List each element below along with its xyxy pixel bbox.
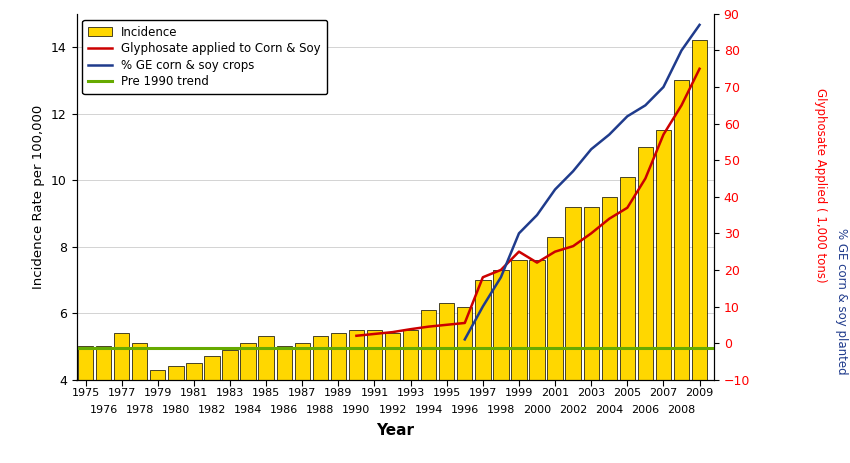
Legend: Incidence, Glyphosate applied to Corn & Soy, % GE corn & soy crops, Pre 1990 tre: Incidence, Glyphosate applied to Corn & … — [82, 20, 327, 94]
Text: % GE corn & soy planted: % GE corn & soy planted — [835, 228, 848, 374]
Bar — [367, 330, 382, 463]
Text: 1986: 1986 — [270, 405, 298, 415]
Text: 2008: 2008 — [667, 405, 695, 415]
Text: 2004: 2004 — [595, 405, 623, 415]
Text: 1978: 1978 — [126, 405, 154, 415]
Bar — [331, 333, 346, 463]
Bar — [674, 81, 689, 463]
Bar — [78, 346, 94, 463]
Bar — [602, 197, 617, 463]
Text: 1976: 1976 — [89, 405, 117, 415]
Text: Glyphosate Applied ( 1,000 tons): Glyphosate Applied ( 1,000 tons) — [813, 88, 827, 282]
Bar — [132, 343, 147, 463]
Text: 1998: 1998 — [487, 405, 515, 415]
Bar — [457, 307, 473, 463]
Bar — [150, 369, 166, 463]
Text: 1984: 1984 — [234, 405, 263, 415]
Bar — [258, 337, 274, 463]
Bar — [385, 333, 400, 463]
Bar — [313, 337, 328, 463]
Bar — [565, 207, 581, 463]
Text: 2006: 2006 — [632, 405, 660, 415]
Bar — [512, 260, 527, 463]
Text: 1996: 1996 — [450, 405, 479, 415]
Bar — [96, 346, 111, 463]
Bar — [530, 260, 545, 463]
Text: 1994: 1994 — [415, 405, 443, 415]
Bar — [638, 147, 653, 463]
Text: 1992: 1992 — [378, 405, 407, 415]
Bar — [692, 40, 707, 463]
Bar — [241, 343, 256, 463]
Text: 1982: 1982 — [198, 405, 226, 415]
Bar — [186, 363, 201, 463]
Bar — [114, 333, 129, 463]
Bar — [421, 310, 436, 463]
Text: 1988: 1988 — [306, 405, 335, 415]
Bar — [439, 303, 455, 463]
Bar — [168, 366, 184, 463]
Bar — [493, 270, 508, 463]
Text: 1990: 1990 — [343, 405, 371, 415]
Bar — [547, 237, 563, 463]
Text: 2000: 2000 — [523, 405, 551, 415]
Y-axis label: Incidence Rate per 100,000: Incidence Rate per 100,000 — [32, 105, 45, 289]
Text: 1980: 1980 — [162, 405, 190, 415]
Bar — [204, 357, 219, 463]
Bar — [223, 350, 238, 463]
Bar — [348, 330, 364, 463]
Bar — [475, 280, 490, 463]
Text: 2002: 2002 — [559, 405, 587, 415]
Bar — [583, 207, 599, 463]
Bar — [620, 177, 635, 463]
X-axis label: Year: Year — [377, 423, 414, 438]
Bar — [276, 346, 292, 463]
Bar — [295, 343, 310, 463]
Bar — [655, 130, 672, 463]
Bar — [403, 330, 418, 463]
